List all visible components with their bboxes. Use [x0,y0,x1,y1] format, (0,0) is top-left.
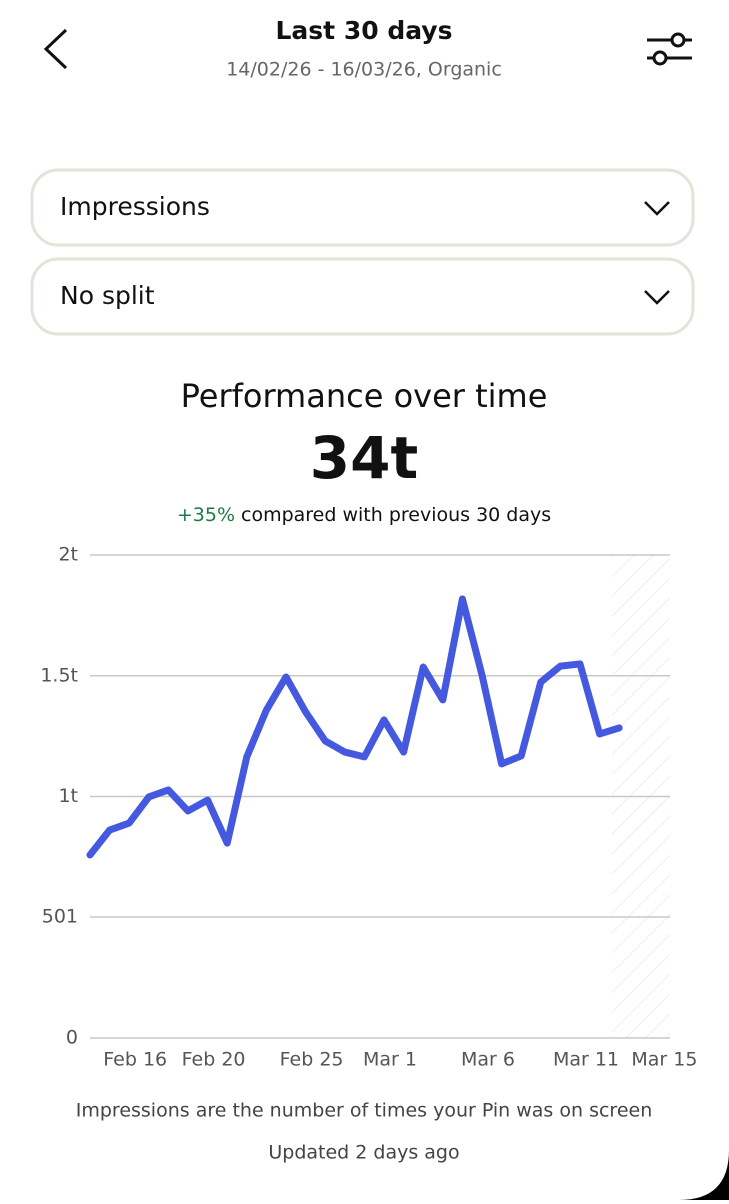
split-dropdown[interactable] [30,257,695,336]
change-value: +35% [177,504,235,526]
x-tick-label: Mar 15 [631,1049,697,1071]
series-line [90,599,619,855]
x-tick-label: Feb 25 [280,1049,344,1071]
footnote: Impressions are the number of times your… [76,1100,653,1122]
header-subtitle: 14/02/26 - 16/03/26, Organic [226,59,502,81]
screen-corner [679,1150,729,1200]
y-tick-label: 2t [58,544,78,566]
filter-button[interactable] [647,32,692,66]
y-tick-label: 501 [42,906,78,928]
total-value: 34t [310,424,418,492]
y-tick-label: 1t [58,785,78,807]
metric-dropdown[interactable] [30,168,695,247]
y-tick-label: 1.5t [40,664,78,686]
comparison-text: compared with previous 30 days [241,504,551,526]
x-tick-label: Feb 20 [182,1049,246,1071]
updated-text: Updated 2 days ago [268,1142,459,1164]
chevron [644,201,670,216]
x-tick-label: Mar 1 [363,1049,417,1071]
y-tick-label: 0 [66,1027,78,1049]
dropdown-label: Impressions [60,192,210,221]
chart: 0 501 1t 1.5t 2t Feb 16 Feb 20 Feb 25 Mar 1 Mar 6… [40,544,697,1071]
x-tick-label: Mar 11 [553,1049,619,1071]
dropdown-label: No split [60,281,155,310]
header-title: Last 30 days [275,16,452,45]
change-line: +35% compared with previous 30 days [177,504,551,526]
x-tick-label: Mar 6 [461,1049,515,1071]
chevron [644,290,670,305]
x-tick-label: Feb 16 [103,1049,167,1071]
back-button[interactable] [43,28,68,70]
chart-title: Performance over time [181,377,548,415]
